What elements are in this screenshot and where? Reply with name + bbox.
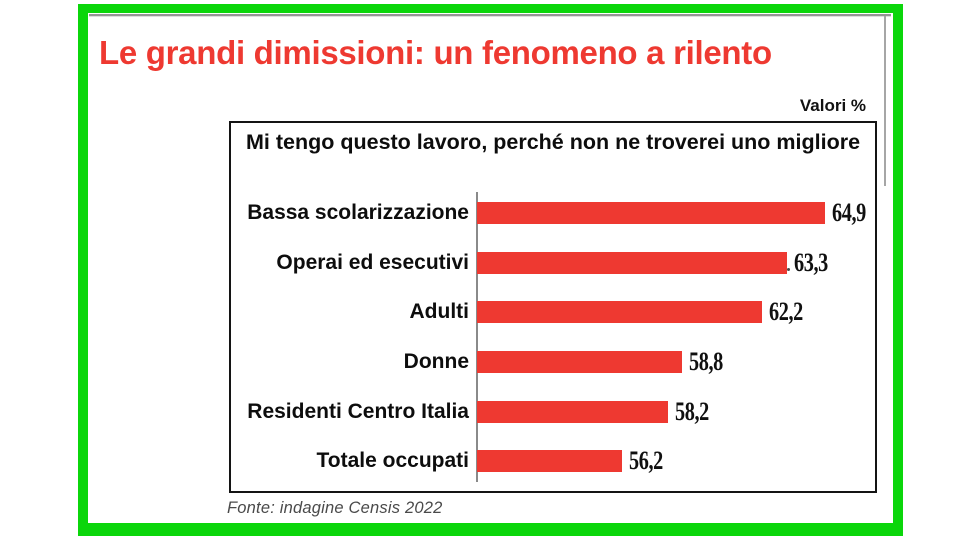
chart-row: Adulti 62,2 (231, 287, 875, 337)
chart-row: Operai ed esecutivi 63,3 (231, 238, 875, 288)
units-label: Valori % (799, 96, 866, 115)
chart-title: Mi tengo questo lavoro, perché non ne tr… (246, 130, 861, 154)
value-bar (477, 450, 622, 473)
chart-row: Totale occupati 56,2 (231, 436, 875, 486)
source-note: Fonte: indagine Censis 2022 (227, 499, 443, 517)
chart-row: Residenti Centro Italia 58,2 (231, 387, 875, 437)
value-label: 64,9 (831, 197, 866, 227)
value-bar (477, 201, 825, 224)
category-label: Adulti (409, 300, 469, 324)
category-label: Residenti Centro Italia (247, 399, 469, 423)
chart-rows: Bassa scolarizzazione 64,9 Operai ed esecu… (231, 188, 875, 486)
category-label: Totale occupati (316, 449, 469, 473)
chart-row: Donne 58,8 (231, 337, 875, 387)
top-divider-rule (89, 14, 891, 17)
value-bar (477, 301, 762, 324)
value-label: 63,3 (794, 247, 829, 277)
right-divider-rule (884, 16, 886, 186)
category-label: Operai ed esecutivi (276, 250, 469, 274)
value-label: 58,8 (689, 346, 724, 376)
category-label: Bassa scolarizzazione (247, 200, 469, 224)
value-label: 56,2 (628, 446, 663, 476)
value-label: 58,2 (675, 396, 710, 426)
value-label: 62,2 (768, 297, 803, 327)
artifact-dot (787, 268, 790, 271)
page-title: Le grandi dimissioni: un fenomeno a rile… (99, 34, 772, 71)
category-label: Donne (403, 349, 469, 373)
value-bar (477, 251, 788, 274)
value-bar (477, 350, 683, 373)
y-axis-line (476, 192, 478, 482)
value-bar (477, 400, 669, 423)
chart-row: Bassa scolarizzazione 64,9 (231, 188, 875, 238)
